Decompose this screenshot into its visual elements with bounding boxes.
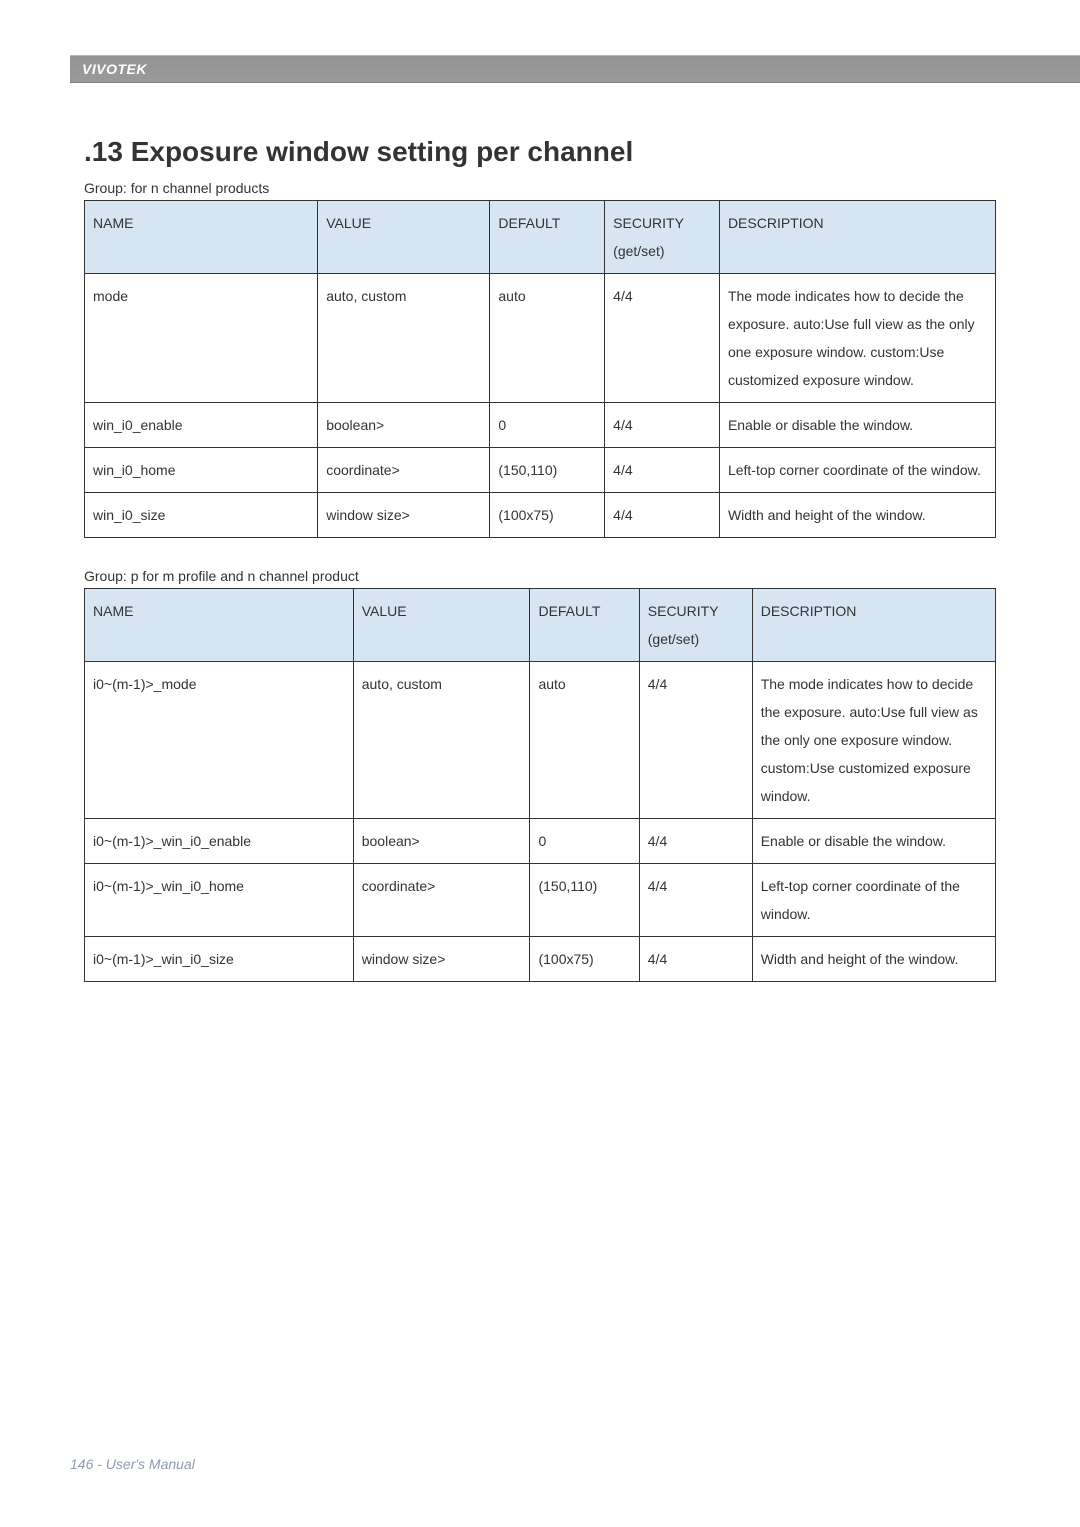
cell-default: 0 xyxy=(530,819,639,864)
table-header-row: NAME VALUE DEFAULT SECURITY (get/set) DE… xyxy=(85,201,996,274)
cell-default: (150,110) xyxy=(530,864,639,937)
col-value: VALUE xyxy=(318,201,490,274)
table-row: i0~(m-1)>_win_i0_homecoordinate>(150,110… xyxy=(85,864,996,937)
cell-default: (150,110) xyxy=(490,448,605,493)
table-row: i0~(m-1)>_win_i0_enableboolean>04/4Enabl… xyxy=(85,819,996,864)
table-row: modeauto, customauto4/4The mode indicate… xyxy=(85,274,996,403)
cell-value: auto, custom xyxy=(353,662,530,819)
group1-line: Group: for n channel products xyxy=(84,180,996,196)
hdr-security: SECURITY xyxy=(613,215,684,231)
cell-value: auto, custom xyxy=(318,274,490,403)
hdr-description: DESCRIPTION xyxy=(761,603,857,619)
cell-default: (100x75) xyxy=(490,493,605,538)
table-row: i0~(m-1)>_win_i0_sizewindow size>(100x75… xyxy=(85,937,996,982)
table-row: i0~(m-1)>_modeauto, customauto4/4The mod… xyxy=(85,662,996,819)
cell-name: mode xyxy=(85,274,318,403)
col-security: SECURITY (get/set) xyxy=(639,589,752,662)
table1: NAME VALUE DEFAULT SECURITY (get/set) DE… xyxy=(84,200,996,538)
col-default: DEFAULT xyxy=(490,201,605,274)
cell-security: 4/4 xyxy=(605,493,720,538)
table-row: win_i0_sizewindow size>(100x75)4/4Width … xyxy=(85,493,996,538)
cell-description: Enable or disable the window. xyxy=(752,819,995,864)
brand-strip: VIVOTEK xyxy=(70,55,1080,83)
cell-default: 0 xyxy=(490,403,605,448)
cell-value: boolean> xyxy=(353,819,530,864)
cell-security: 4/4 xyxy=(639,864,752,937)
cell-description: The mode indicates how to decide the exp… xyxy=(752,662,995,819)
hdr-security: SECURITY xyxy=(648,603,719,619)
cell-security: 4/4 xyxy=(639,937,752,982)
hdr-name: NAME xyxy=(93,603,133,619)
cell-value: window size> xyxy=(353,937,530,982)
col-description: DESCRIPTION xyxy=(752,589,995,662)
cell-name: win_i0_enable xyxy=(85,403,318,448)
col-security: SECURITY (get/set) xyxy=(605,201,720,274)
cell-value: coordinate> xyxy=(353,864,530,937)
page-content: .13 Exposure window setting per channel … xyxy=(0,72,1080,982)
cell-description: Width and height of the window. xyxy=(752,937,995,982)
group2-line: Group: p for m profile and n channel pro… xyxy=(84,568,996,584)
cell-description: Left-top corner coordinate of the window… xyxy=(719,448,995,493)
cell-name: win_i0_home xyxy=(85,448,318,493)
col-name: NAME xyxy=(85,201,318,274)
col-value: VALUE xyxy=(353,589,530,662)
cell-security: 4/4 xyxy=(605,403,720,448)
cell-name: i0~(m-1)>_win_i0_size xyxy=(85,937,354,982)
group1-prefix: Group: xyxy=(84,180,131,196)
table-header-row: NAME VALUE DEFAULT SECURITY (get/set) DE… xyxy=(85,589,996,662)
cell-description: Enable or disable the window. xyxy=(719,403,995,448)
brand-text: VIVOTEK xyxy=(82,61,147,77)
cell-value: coordinate> xyxy=(318,448,490,493)
cell-value: window size> xyxy=(318,493,490,538)
cell-description: Width and height of the window. xyxy=(719,493,995,538)
col-default: DEFAULT xyxy=(530,589,639,662)
cell-name: win_i0_size xyxy=(85,493,318,538)
cell-description: The mode indicates how to decide the exp… xyxy=(719,274,995,403)
hdr-description: DESCRIPTION xyxy=(728,215,824,231)
table-row: win_i0_homecoordinate>(150,110)4/4Left-t… xyxy=(85,448,996,493)
table2: NAME VALUE DEFAULT SECURITY (get/set) DE… xyxy=(84,588,996,982)
section-title: .13 Exposure window setting per channel xyxy=(84,136,996,168)
col-description: DESCRIPTION xyxy=(719,201,995,274)
hdr-security-sub: (get/set) xyxy=(648,631,699,647)
hdr-value: VALUE xyxy=(326,215,371,231)
cell-name: i0~(m-1)>_win_i0_home xyxy=(85,864,354,937)
group2-suffix: for m profile and n channel product xyxy=(139,568,359,584)
hdr-name: NAME xyxy=(93,215,133,231)
hdr-value: VALUE xyxy=(362,603,407,619)
spacer xyxy=(84,538,996,568)
group1-suffix: or n channel products xyxy=(135,180,270,196)
cell-security: 4/4 xyxy=(605,448,720,493)
cell-security: 4/4 xyxy=(639,819,752,864)
cell-default: auto xyxy=(490,274,605,403)
cell-default: (100x75) xyxy=(530,937,639,982)
group2-glyph: p xyxy=(131,568,139,584)
table-row: win_i0_enableboolean>04/4Enable or disab… xyxy=(85,403,996,448)
header-bar: VIVOTEK xyxy=(0,0,1080,72)
page-footer: 146 - User's Manual xyxy=(70,1456,195,1472)
cell-description: Left-top corner coordinate of the window… xyxy=(752,864,995,937)
group2-prefix: Group: xyxy=(84,568,131,584)
col-name: NAME xyxy=(85,589,354,662)
hdr-default: DEFAULT xyxy=(498,215,560,231)
cell-default: auto xyxy=(530,662,639,819)
hdr-default: DEFAULT xyxy=(538,603,600,619)
cell-name: i0~(m-1)>_mode xyxy=(85,662,354,819)
cell-value: boolean> xyxy=(318,403,490,448)
cell-name: i0~(m-1)>_win_i0_enable xyxy=(85,819,354,864)
cell-security: 4/4 xyxy=(605,274,720,403)
cell-security: 4/4 xyxy=(639,662,752,819)
hdr-security-sub: (get/set) xyxy=(613,243,664,259)
